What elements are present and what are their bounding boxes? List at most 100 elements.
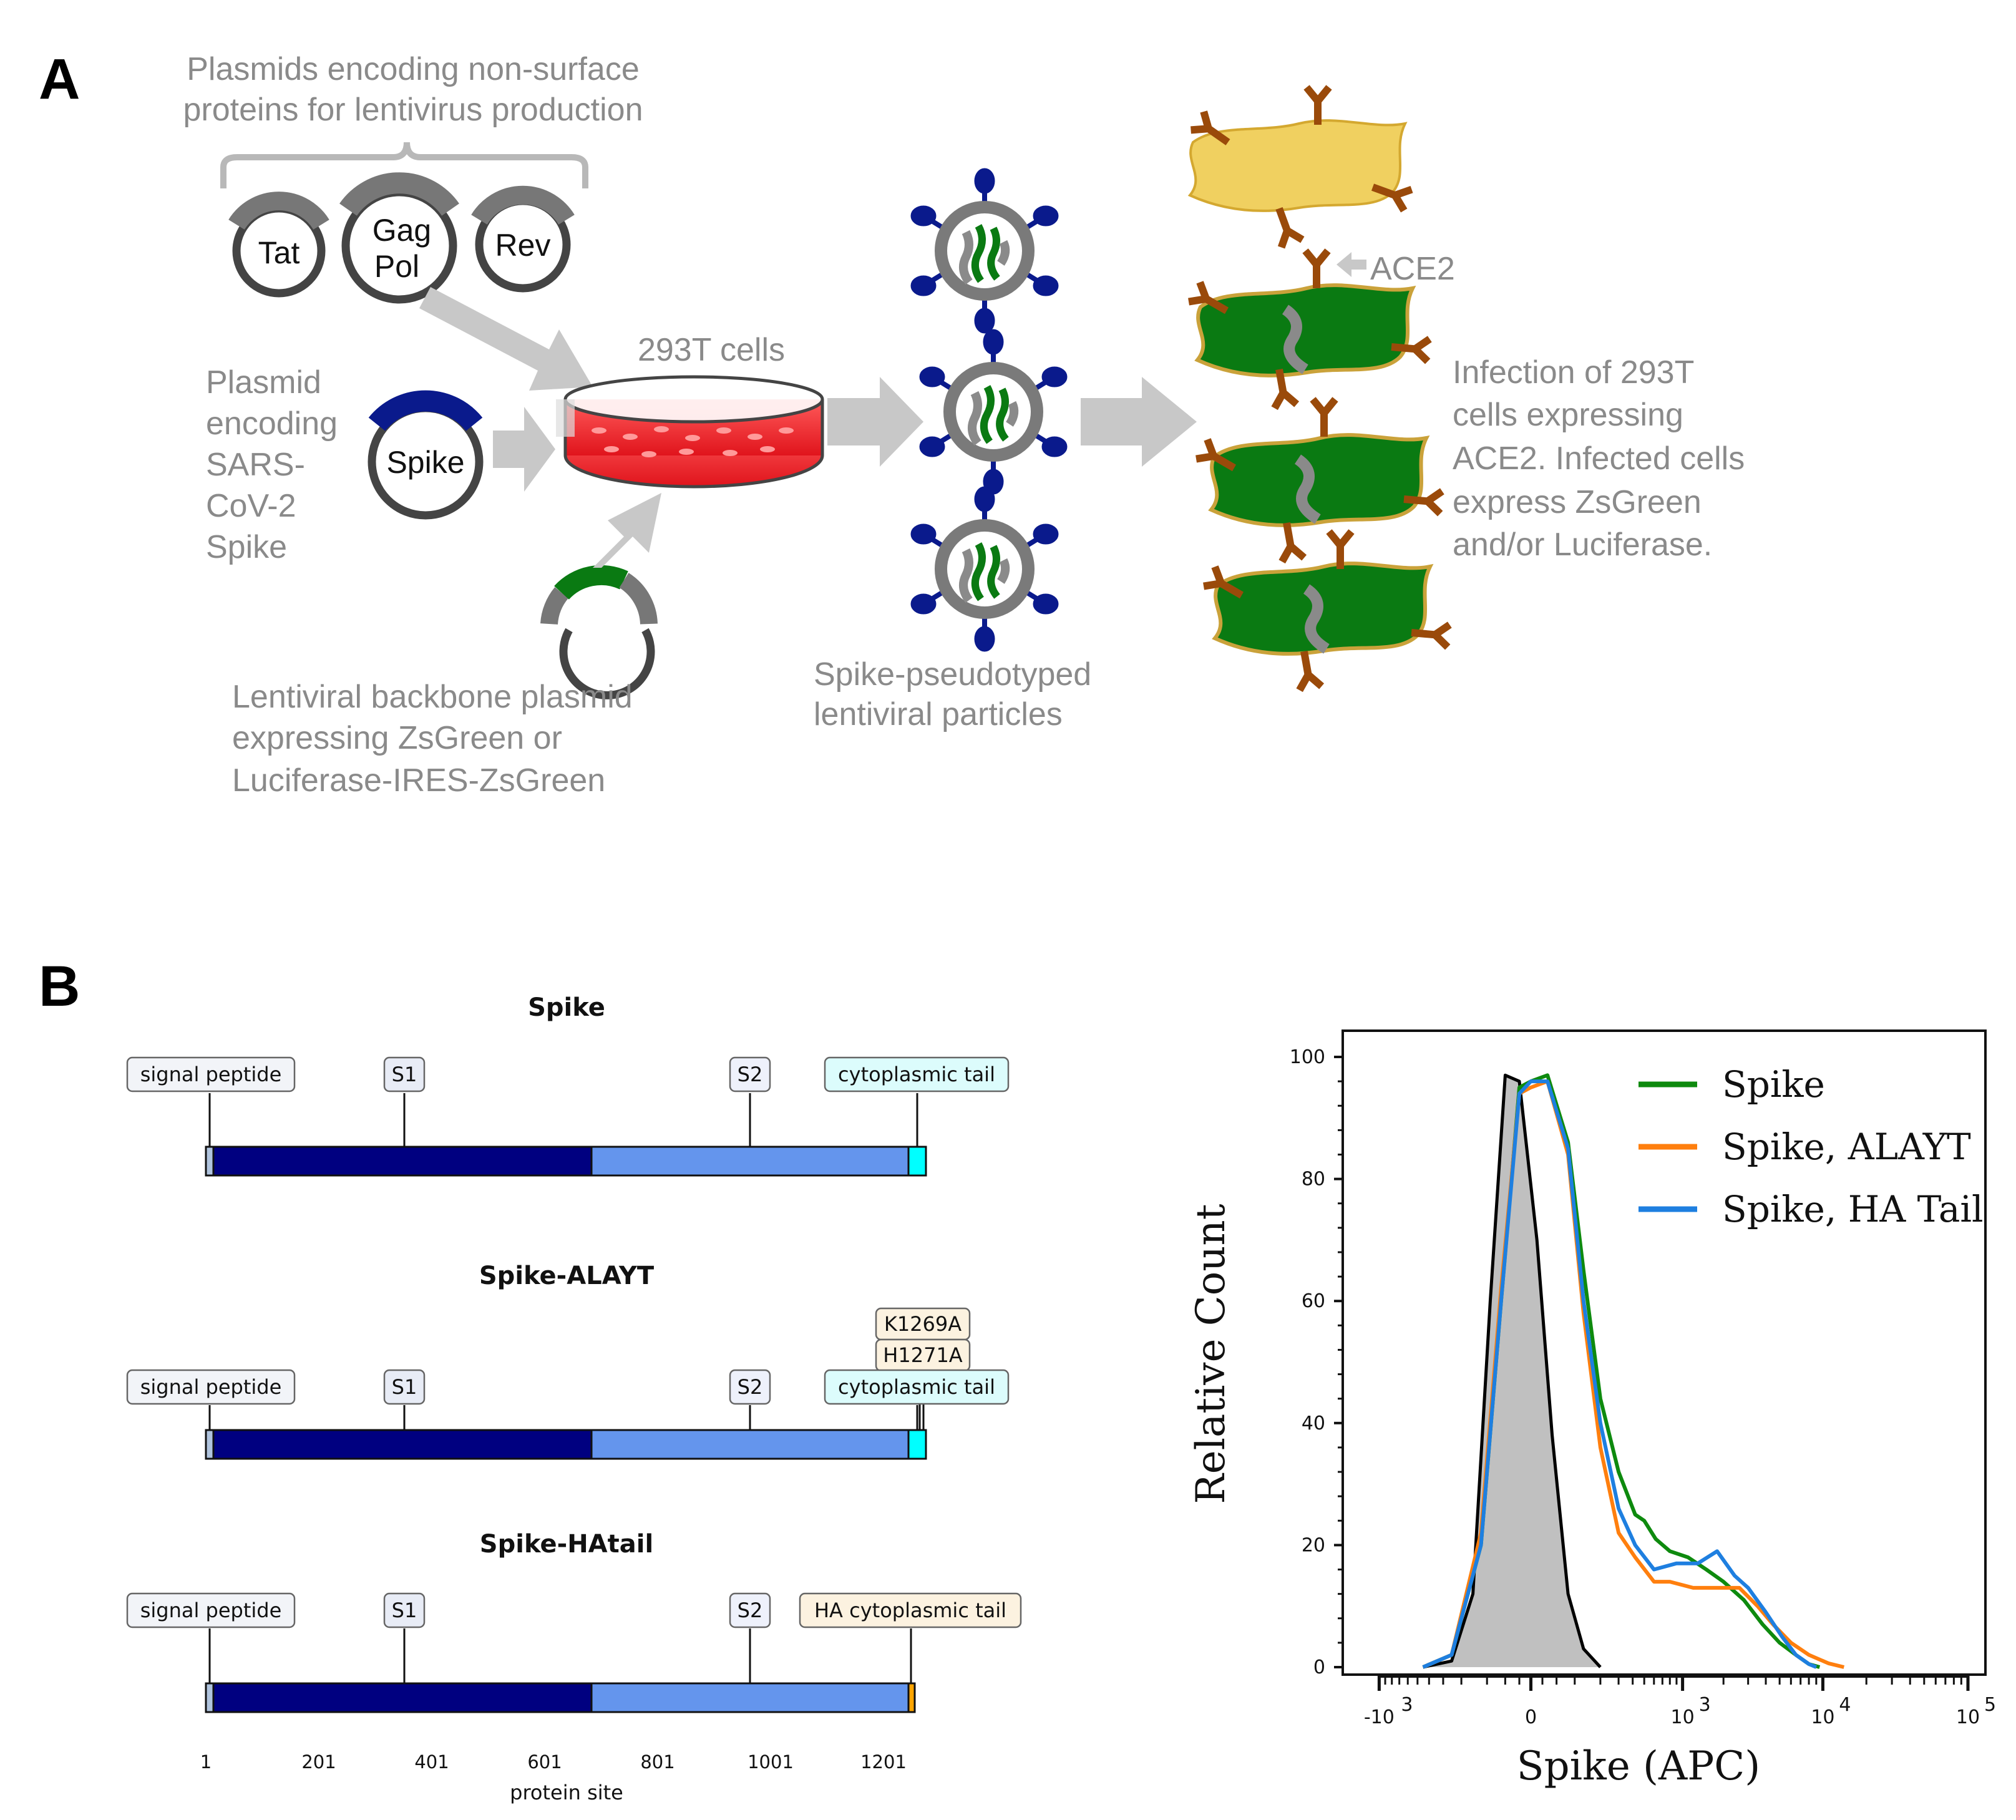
x-tick-label: -10 — [1364, 1706, 1395, 1728]
mutation-label-h1271a: H1271A — [875, 1338, 971, 1372]
svg-text:Pol: Pol — [374, 249, 419, 284]
domain-label-s2: S2 — [729, 1056, 771, 1092]
plasmid-spike: Spike — [368, 390, 484, 520]
domain-label-s2: S2 — [729, 1592, 771, 1628]
domain-label-s1: S1 — [383, 1056, 426, 1092]
svg-text:S1: S1 — [392, 1375, 417, 1399]
svg-text:Spike: Spike — [206, 529, 287, 565]
x-tick-label: 0 — [1525, 1706, 1537, 1728]
arrow-plasmids-to-dish — [419, 287, 593, 391]
lentiviral-particle-3 — [911, 487, 1058, 651]
domain-label-ha-cytoplasmic-tail: HA cytoplasmic tail — [799, 1592, 1022, 1628]
legend-label-alayt: Spike, ALAYT — [1722, 1126, 1971, 1168]
svg-text:Luciferase-IRES-ZsGreen: Luciferase-IRES-ZsGreen — [232, 762, 605, 799]
site-tick: 201 — [301, 1751, 336, 1773]
domain-label-cytoplasmic-tail: cytoplasmic tail — [824, 1056, 1010, 1092]
svg-text:CoV-2: CoV-2 — [206, 488, 296, 524]
svg-text:SARS-: SARS- — [206, 447, 305, 483]
svg-text:signal peptide: signal peptide — [140, 1063, 282, 1086]
domain-label-s1: S1 — [383, 1369, 426, 1405]
domain-label-signal-peptide: signal peptide — [126, 1369, 296, 1405]
protein-site-axis: 1 201 401 601 801 1001 1201 protein site — [200, 1751, 907, 1804]
svg-text:cells expressing: cells expressing — [1453, 397, 1683, 433]
arrow-particles-to-cells — [1081, 377, 1197, 467]
panel-a-label: A — [39, 47, 80, 111]
svg-text:S2: S2 — [738, 1375, 763, 1399]
ace2-label: ACE2 — [1370, 251, 1455, 287]
arrow-dish-to-particles — [827, 377, 923, 467]
y-tick-label: 0 — [1313, 1657, 1325, 1678]
svg-text:293T cells: 293T cells — [638, 332, 785, 368]
x-tick-exponent: 3 — [1699, 1694, 1711, 1716]
y-tick-label: 80 — [1302, 1169, 1325, 1190]
lentiviral-particle-1 — [911, 168, 1058, 333]
plasmid-gagpol: Gag Pol — [339, 172, 459, 304]
svg-text:Infection of 293T: Infection of 293T — [1453, 354, 1694, 391]
x-tick-exponent: 3 — [1401, 1694, 1413, 1716]
series-area-control — [1423, 1075, 1600, 1667]
arrow-spike-to-dish — [493, 407, 555, 492]
svg-text:cytoplasmic tail: cytoplasmic tail — [838, 1063, 995, 1086]
ace2-pointer-arrow — [1337, 252, 1366, 277]
svg-text:Rev: Rev — [495, 228, 551, 263]
svg-text:lentiviral particles: lentiviral particles — [814, 696, 1063, 732]
construct-spike-alayt: Spike-ALAYT K1269A H1271A signal peptide… — [126, 1262, 1010, 1460]
svg-text:ACE2. Infected cells: ACE2. Infected cells — [1453, 440, 1745, 477]
svg-text:K1269A: K1269A — [884, 1312, 962, 1336]
y-tick-label: 40 — [1302, 1413, 1325, 1434]
lentiviral-particle-2 — [920, 329, 1067, 494]
site-tick: 801 — [640, 1751, 674, 1773]
spike-caption: Plasmid encoding SARS- CoV-2 Spike — [206, 364, 338, 565]
site-tick: 601 — [527, 1751, 562, 1773]
site-tick: 1001 — [747, 1751, 794, 1773]
series-line-control — [1423, 1073, 1602, 1669]
domain-label-s1: S1 — [383, 1592, 426, 1628]
svg-text:S1: S1 — [392, 1599, 417, 1622]
legend-label-ha-tail: Spike, HA Tail — [1722, 1188, 1984, 1230]
domain-label-signal-peptide: signal peptide — [126, 1592, 296, 1628]
legend-label-spike: Spike — [1722, 1063, 1825, 1106]
domain-label-cytoplasmic-tail: cytoplasmic tail — [824, 1369, 1010, 1405]
dish-293t: 293T cells — [556, 332, 824, 489]
x-axis-label: Spike (APC) — [1517, 1743, 1760, 1789]
svg-text:S2: S2 — [738, 1599, 763, 1622]
site-tick: 401 — [414, 1751, 449, 1773]
svg-text:S2: S2 — [738, 1063, 763, 1086]
construct-spike: Spike signal peptide S1 S2 cytoplasmic t… — [126, 993, 1010, 1177]
arrow-backbone-to-dish — [593, 493, 661, 568]
svg-text:express ZsGreen: express ZsGreen — [1453, 484, 1702, 520]
x-tick-exponent: 4 — [1839, 1694, 1851, 1716]
series-line-spike-ha-tail — [1422, 1079, 1818, 1669]
construct-spike-hatail: Spike-HAtail signal peptide S1 S2 HA cyt… — [126, 1530, 1022, 1713]
svg-text:cytoplasmic tail: cytoplasmic tail — [838, 1375, 995, 1399]
y-tick-label: 100 — [1290, 1046, 1325, 1068]
y-tick-label: 60 — [1302, 1290, 1325, 1312]
y-axis-label: Relative Count — [1188, 1204, 1234, 1504]
site-axis-label: protein site — [510, 1781, 623, 1804]
svg-text:H1271A: H1271A — [883, 1343, 963, 1367]
x-tick-label: 10 — [1956, 1706, 1980, 1728]
plasmid-tat: Tat — [228, 192, 329, 298]
x-tick-exponent: 5 — [1984, 1694, 1996, 1716]
svg-text:Spike-ALAYT: Spike-ALAYT — [479, 1262, 655, 1290]
plasmid-rev: Rev — [471, 185, 575, 293]
svg-text:Spike: Spike — [528, 993, 605, 1022]
svg-text:signal peptide: signal peptide — [140, 1375, 282, 1399]
svg-text:Lentiviral backbone plasmid: Lentiviral backbone plasmid — [232, 679, 633, 715]
bracket — [220, 142, 588, 188]
site-tick: 1 — [200, 1751, 212, 1773]
domain-label-s2: S2 — [729, 1369, 771, 1405]
legend: Spike Spike, ALAYT Spike, HA Tail — [1639, 1063, 1984, 1230]
y-tick-label: 20 — [1302, 1534, 1325, 1556]
svg-text:Spike-pseudotyped: Spike-pseudotyped — [814, 656, 1091, 693]
backbone-caption: Lentiviral backbone plasmid expressing Z… — [232, 679, 633, 799]
svg-text:Spike: Spike — [386, 445, 464, 480]
svg-text:S1: S1 — [392, 1063, 417, 1086]
svg-text:Plasmids encoding non-surface: Plasmids encoding non-surface — [187, 51, 640, 87]
svg-text:Gag: Gag — [373, 213, 432, 248]
svg-text:Plasmid: Plasmid — [206, 364, 321, 401]
bracket-caption: Plasmids encoding non-surface proteins f… — [183, 51, 643, 128]
svg-text:HA cytoplasmic tail: HA cytoplasmic tail — [814, 1599, 1006, 1622]
mutation-label-k1269a: K1269A — [875, 1307, 971, 1341]
